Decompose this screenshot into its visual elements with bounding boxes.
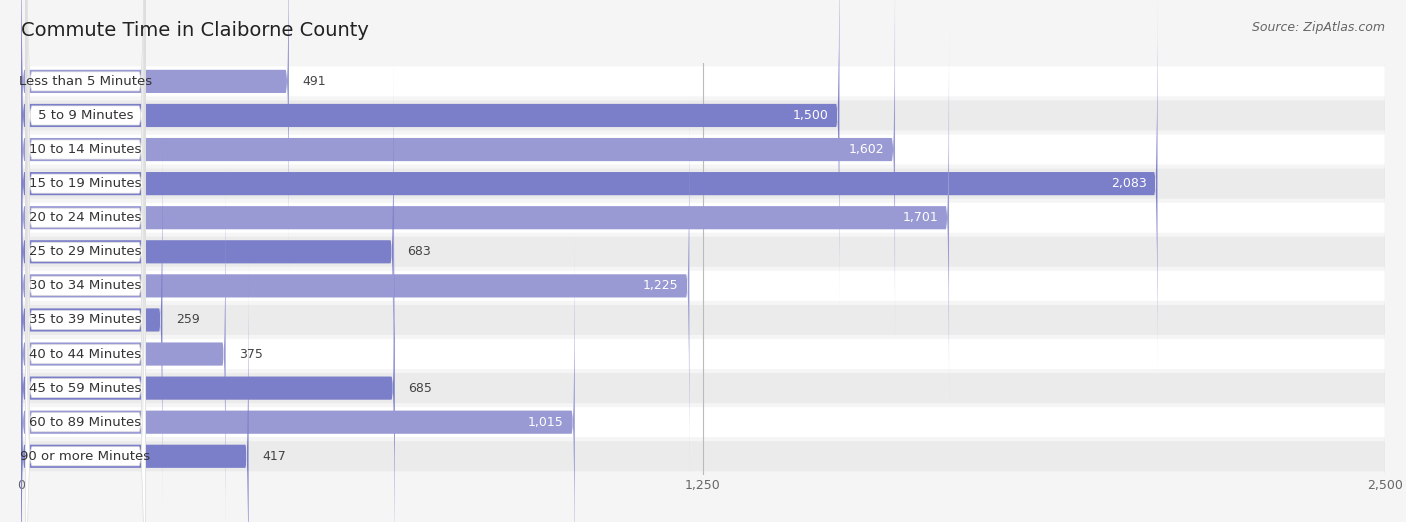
FancyBboxPatch shape <box>25 0 145 522</box>
Text: 25 to 29 Minutes: 25 to 29 Minutes <box>30 245 142 258</box>
Text: 30 to 34 Minutes: 30 to 34 Minutes <box>30 279 142 292</box>
Text: 90 or more Minutes: 90 or more Minutes <box>21 450 150 463</box>
Text: 40 to 44 Minutes: 40 to 44 Minutes <box>30 348 142 361</box>
FancyBboxPatch shape <box>21 264 249 522</box>
Text: 685: 685 <box>408 382 432 395</box>
FancyBboxPatch shape <box>25 0 145 481</box>
Text: 375: 375 <box>239 348 263 361</box>
FancyBboxPatch shape <box>21 305 1385 335</box>
Text: 1,500: 1,500 <box>793 109 828 122</box>
FancyBboxPatch shape <box>21 25 949 411</box>
Text: 2,083: 2,083 <box>1111 177 1146 190</box>
Text: Less than 5 Minutes: Less than 5 Minutes <box>18 75 152 88</box>
FancyBboxPatch shape <box>21 441 1385 471</box>
FancyBboxPatch shape <box>25 23 145 522</box>
FancyBboxPatch shape <box>21 237 1385 267</box>
FancyBboxPatch shape <box>21 339 1385 369</box>
Text: Source: ZipAtlas.com: Source: ZipAtlas.com <box>1251 21 1385 34</box>
FancyBboxPatch shape <box>21 407 1385 437</box>
Text: 10 to 14 Minutes: 10 to 14 Minutes <box>30 143 142 156</box>
FancyBboxPatch shape <box>21 127 162 513</box>
Text: 259: 259 <box>176 313 200 326</box>
Text: 491: 491 <box>302 75 326 88</box>
FancyBboxPatch shape <box>25 0 145 522</box>
Text: 35 to 39 Minutes: 35 to 39 Minutes <box>30 313 142 326</box>
Text: 45 to 59 Minutes: 45 to 59 Minutes <box>30 382 142 395</box>
FancyBboxPatch shape <box>21 0 290 274</box>
FancyBboxPatch shape <box>21 195 395 522</box>
Text: 1,015: 1,015 <box>529 416 564 429</box>
Text: 683: 683 <box>408 245 432 258</box>
FancyBboxPatch shape <box>21 169 1385 199</box>
Text: Commute Time in Claiborne County: Commute Time in Claiborne County <box>21 21 368 40</box>
Text: 15 to 19 Minutes: 15 to 19 Minutes <box>30 177 142 190</box>
FancyBboxPatch shape <box>25 0 145 522</box>
FancyBboxPatch shape <box>21 66 1385 97</box>
FancyBboxPatch shape <box>25 0 145 522</box>
FancyBboxPatch shape <box>25 0 145 515</box>
Text: 60 to 89 Minutes: 60 to 89 Minutes <box>30 416 142 429</box>
FancyBboxPatch shape <box>21 135 1385 164</box>
FancyBboxPatch shape <box>25 0 145 522</box>
Text: 1,701: 1,701 <box>903 211 938 224</box>
FancyBboxPatch shape <box>25 0 145 522</box>
FancyBboxPatch shape <box>25 0 145 522</box>
FancyBboxPatch shape <box>21 0 896 342</box>
FancyBboxPatch shape <box>21 0 839 309</box>
FancyBboxPatch shape <box>21 59 394 445</box>
Text: 20 to 24 Minutes: 20 to 24 Minutes <box>30 211 142 224</box>
FancyBboxPatch shape <box>21 161 226 522</box>
Text: 1,225: 1,225 <box>643 279 679 292</box>
FancyBboxPatch shape <box>21 373 1385 403</box>
FancyBboxPatch shape <box>21 93 689 479</box>
FancyBboxPatch shape <box>21 229 575 522</box>
Text: 5 to 9 Minutes: 5 to 9 Minutes <box>38 109 134 122</box>
Text: 1,602: 1,602 <box>848 143 884 156</box>
FancyBboxPatch shape <box>25 0 145 522</box>
FancyBboxPatch shape <box>21 203 1385 233</box>
FancyBboxPatch shape <box>25 57 145 522</box>
Text: 417: 417 <box>262 450 285 463</box>
FancyBboxPatch shape <box>21 0 1157 376</box>
FancyBboxPatch shape <box>21 100 1385 130</box>
FancyBboxPatch shape <box>21 271 1385 301</box>
